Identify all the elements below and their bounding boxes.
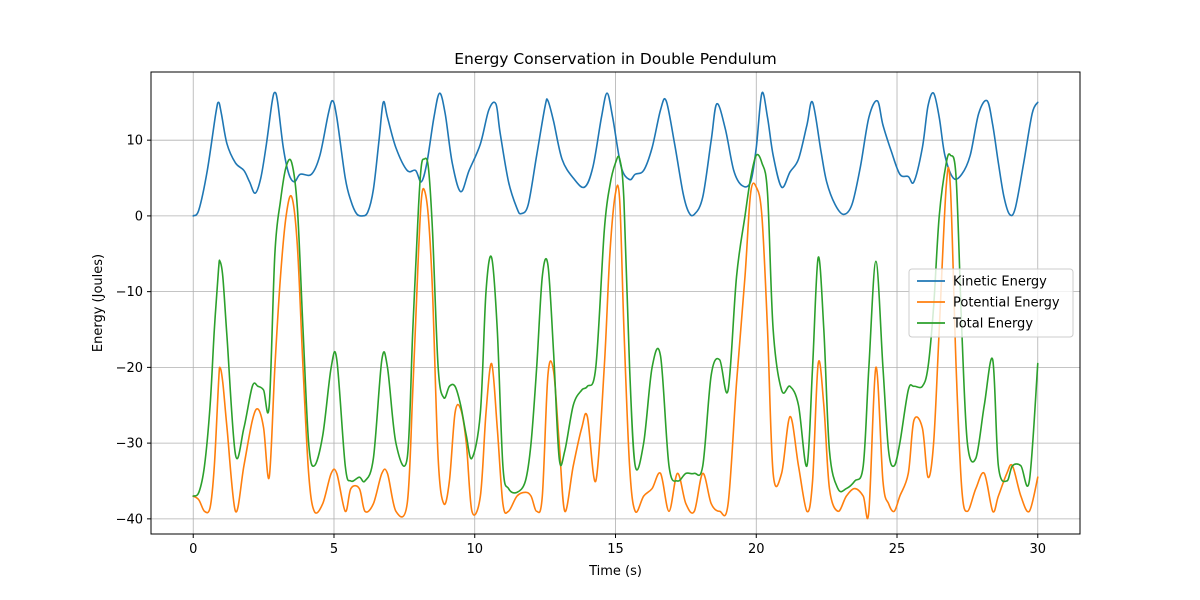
legend-label: Potential Energy xyxy=(953,296,1060,311)
legend-label: Total Energy xyxy=(952,317,1033,332)
x-axis-title: Time (s) xyxy=(588,564,642,579)
legend: Kinetic Energy Potential Energy Total Ener… xyxy=(908,268,1074,338)
x-tick-label: 15 xyxy=(607,542,624,557)
x-tick-label: 0 xyxy=(189,542,197,557)
x-tick-label: 10 xyxy=(466,542,483,557)
series-lines xyxy=(192,91,1039,520)
legend-items: Kinetic Energy Potential Energy Total Ener… xyxy=(917,275,1060,332)
x-tick-label: 25 xyxy=(889,542,906,557)
series-line-0 xyxy=(192,91,1039,217)
y-tick-label: 10 xyxy=(126,134,143,149)
chart-title: Energy Conservation in Double Pendulum xyxy=(454,50,777,68)
y-tick-label: −20 xyxy=(116,361,143,376)
x-tick-label: 5 xyxy=(330,542,338,557)
y-axis-title: Energy (Joules) xyxy=(91,254,106,352)
y-tick-label: −40 xyxy=(116,512,143,527)
axis-ticks: 0 5 10 15 20 25 30 −40 −30 −20 −10 0 10 xyxy=(116,134,1046,557)
y-tick-label: −30 xyxy=(116,437,143,452)
y-tick-label: −10 xyxy=(116,285,143,300)
grid xyxy=(151,72,1080,534)
legend-label: Kinetic Energy xyxy=(953,275,1047,290)
x-tick-label: 20 xyxy=(748,542,765,557)
series-line-2 xyxy=(192,153,1039,497)
y-tick-label: 0 xyxy=(135,209,143,224)
series-line-1 xyxy=(192,166,1039,520)
x-tick-label: 30 xyxy=(1029,542,1046,557)
legend-box xyxy=(908,268,1074,338)
